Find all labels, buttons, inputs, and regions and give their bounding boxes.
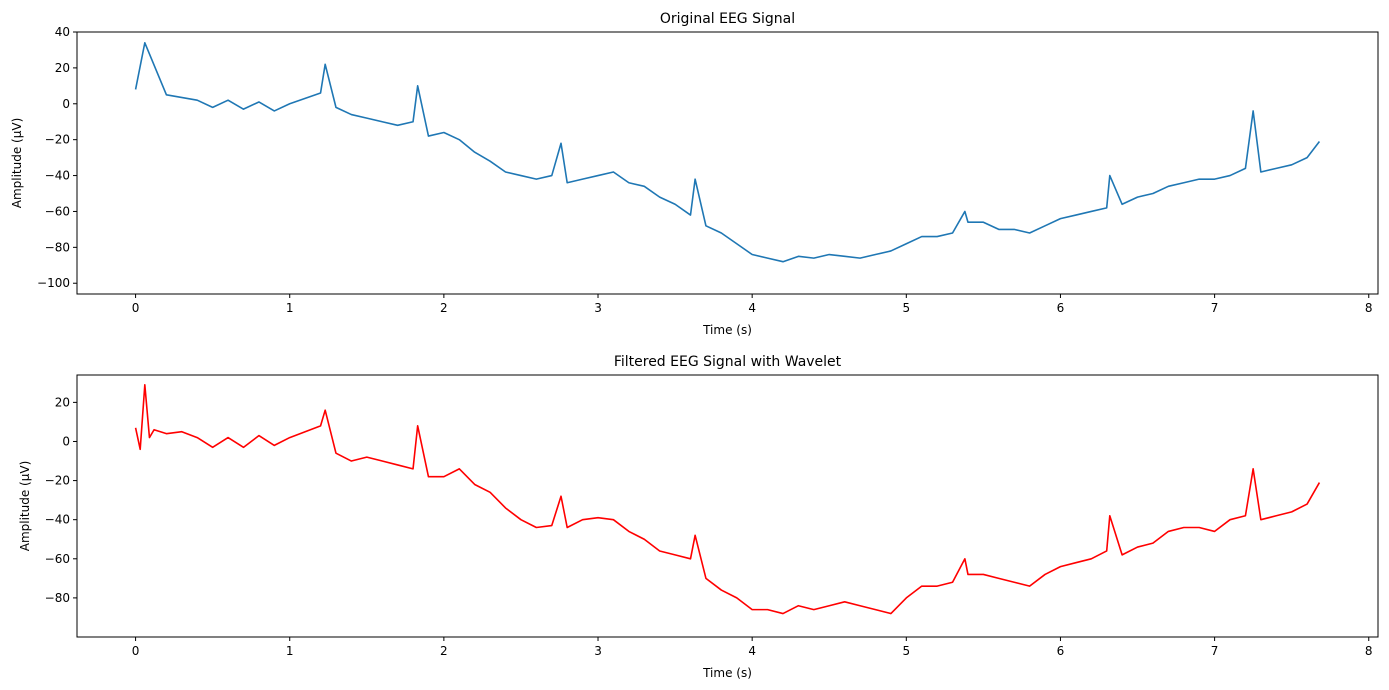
original-signal-y-tick-label: −40 xyxy=(45,169,70,183)
filtered-signal-title: Filtered EEG Signal with Wavelet xyxy=(614,354,842,370)
filtered-signal-y-tick-label: 20 xyxy=(55,395,70,409)
filtered-signal-x-tick-label: 2 xyxy=(440,644,448,658)
filtered-signal-xlabel: Time (s) xyxy=(702,666,752,680)
original-signal-xlabel: Time (s) xyxy=(702,323,752,337)
original-signal-x-tick-label: 3 xyxy=(594,301,602,315)
original-signal-x-tick-label: 7 xyxy=(1211,301,1219,315)
original-signal-y-tick-label: −100 xyxy=(37,276,70,290)
filtered-signal-x-tick-label: 3 xyxy=(594,644,602,658)
filtered-signal-y-tick-label: −60 xyxy=(45,552,70,566)
filtered-signal-y-tick-label: −20 xyxy=(45,474,70,488)
original-signal-x-tick-label: 8 xyxy=(1365,301,1373,315)
original-signal-x-tick-label: 5 xyxy=(902,301,910,315)
original-signal-x-tick-label: 2 xyxy=(440,301,448,315)
original-signal-x-tick-label: 6 xyxy=(1057,301,1065,315)
original-signal-y-tick-label: 20 xyxy=(55,61,70,75)
filtered-signal-x-tick-label: 1 xyxy=(286,644,294,658)
filtered-signal-series-line-0 xyxy=(134,383,1321,615)
filtered-signal-ylabel: Amplitude (µV) xyxy=(18,461,32,552)
original-signal-y-tick-label: 40 xyxy=(55,25,70,39)
filtered-signal-x-tick-label: 6 xyxy=(1057,644,1065,658)
filtered-signal-x-tick-label: 4 xyxy=(748,644,756,658)
original-signal-panel: Original EEG Signal Time (s) Amplitude (… xyxy=(10,11,1379,337)
filtered-signal-plot-area: 0 1 2 3 4 5 6 7 8 −80 −60 −40 −20 0 20 xyxy=(45,374,1379,658)
original-signal-x-tick-label: 4 xyxy=(748,301,756,315)
original-signal-y-tick-label: −20 xyxy=(45,133,70,147)
original-signal-y-tick-label: −60 xyxy=(45,204,70,218)
filtered-signal-y-tick-label: 0 xyxy=(62,434,70,448)
filtered-signal-x-tick-label: 8 xyxy=(1365,644,1373,658)
filtered-signal-axes-frame xyxy=(76,374,1379,638)
original-signal-y-tick-label: −80 xyxy=(45,240,70,254)
filtered-signal-x-tick-label: 5 xyxy=(902,644,910,658)
filtered-signal-x-tick-label: 7 xyxy=(1211,644,1219,658)
filtered-signal-y-tick-label: −80 xyxy=(45,591,70,605)
original-signal-title: Original EEG Signal xyxy=(660,11,795,27)
original-signal-x-tick-label: 1 xyxy=(286,301,294,315)
original-signal-axes-frame xyxy=(76,31,1379,295)
original-signal-x-tick-label: 0 xyxy=(132,301,140,315)
filtered-signal-x-tick-label: 0 xyxy=(132,644,140,658)
original-signal-series-line-0 xyxy=(134,41,1321,263)
filtered-signal-y-tick-label: −40 xyxy=(45,513,70,527)
filtered-signal-panel: Filtered EEG Signal with Wavelet Time (s… xyxy=(18,354,1379,680)
original-signal-ylabel: Amplitude (µV) xyxy=(10,118,24,209)
original-signal-y-tick-label: 0 xyxy=(62,97,70,111)
original-signal-plot-area: 0 1 2 3 4 5 6 7 8 −100 −80 −60 −40 −20 0 20 40 xyxy=(37,25,1379,315)
